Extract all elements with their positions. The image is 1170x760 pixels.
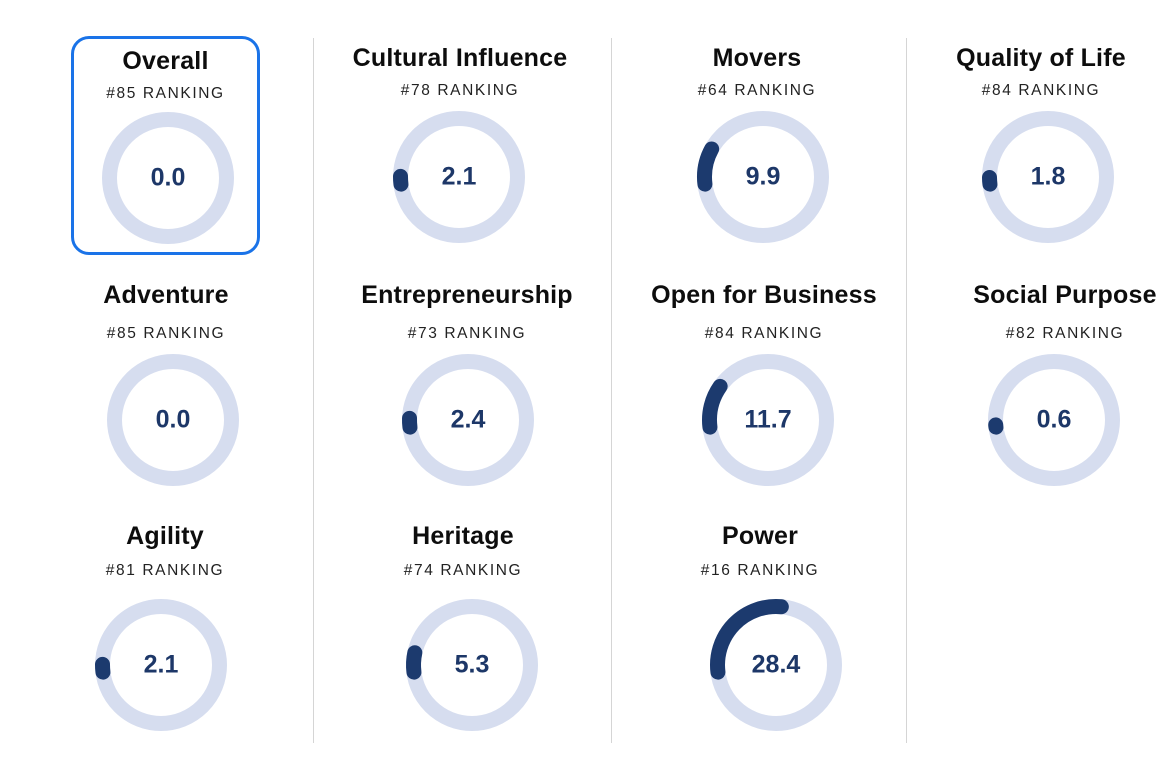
score-ring: 5.3: [405, 598, 539, 732]
score-value: 5.3: [454, 650, 490, 679]
category-title: Cultural Influence: [352, 44, 568, 72]
score-value: 11.7: [744, 405, 792, 434]
category-ranking: #16 RANKING: [700, 562, 820, 579]
category-card-cultural-influence[interactable]: Cultural Influence #78 RANKING 2.1: [353, 36, 567, 252]
score-ring-track: [102, 112, 234, 244]
category-card-heritage[interactable]: Heritage #74 RANKING 5.3: [358, 516, 568, 732]
category-ranking: #78 RANKING: [400, 82, 520, 99]
category-ranking: #84 RANKING: [981, 82, 1101, 99]
category-card-movers[interactable]: Movers #64 RANKING 9.9: [652, 36, 862, 252]
category-ranking: #81 RANKING: [105, 562, 225, 579]
score-ring: 2.4: [401, 353, 535, 487]
score-ring-svg: [95, 599, 227, 731]
score-ring: 0.0: [101, 111, 235, 245]
category-ranking: #73 RANKING: [407, 325, 527, 342]
score-value: 2.1: [143, 650, 179, 679]
score-ring-track: [107, 354, 239, 486]
category-title: Heritage: [412, 522, 514, 550]
category-ranking: #84 RANKING: [704, 325, 824, 342]
category-ranking: #64 RANKING: [697, 82, 817, 99]
score-ring-progress: [406, 645, 423, 680]
category-title: Entrepreneurship: [361, 281, 573, 309]
score-ring-svg: [697, 111, 829, 243]
column-divider: [313, 38, 314, 743]
score-ring-svg: [102, 112, 234, 244]
category-title: Agility: [126, 522, 204, 550]
category-ranking: #85 RANKING: [106, 325, 226, 342]
score-ring: 0.6: [987, 353, 1121, 487]
score-value: 2.1: [441, 162, 477, 191]
score-ring-svg: [988, 354, 1120, 486]
score-value: 1.8: [1030, 162, 1066, 191]
score-ring: 2.1: [94, 598, 228, 732]
score-value: 0.0: [150, 163, 186, 192]
category-title: Power: [721, 522, 799, 550]
category-title: Movers: [712, 44, 802, 72]
category-ranking: #85 RANKING: [106, 85, 225, 102]
category-title: Quality of Life: [956, 44, 1126, 72]
category-card-open-for-business[interactable]: Open for Business #84 RANKING 11.7: [651, 276, 877, 492]
score-ring-svg: [393, 111, 525, 243]
category-title: Adventure: [103, 281, 229, 309]
score-value: 2.4: [450, 405, 486, 434]
category-ranking: #82 RANKING: [1005, 325, 1125, 342]
category-card-social-purpose[interactable]: Social Purpose #82 RANKING 0.6: [960, 276, 1170, 492]
column-divider: [906, 38, 907, 743]
score-ring: 1.8: [981, 110, 1115, 244]
category-ranking: #74 RANKING: [403, 562, 523, 579]
column-divider: [611, 38, 612, 743]
score-value: 9.9: [745, 162, 781, 191]
category-card-overall[interactable]: Overall #85 RANKING 0.0: [71, 36, 260, 255]
category-card-agility[interactable]: Agility #81 RANKING 2.1: [60, 516, 270, 732]
category-card-adventure[interactable]: Adventure #85 RANKING 0.0: [61, 276, 271, 492]
score-ring-svg: [107, 354, 239, 486]
score-ring-svg: [406, 599, 538, 731]
score-ring: 9.9: [696, 110, 830, 244]
score-ring-svg: [982, 111, 1114, 243]
score-ring-svg: [710, 599, 842, 731]
score-value: 0.0: [155, 405, 191, 434]
score-ring: 0.0: [106, 353, 240, 487]
score-ring-svg: [402, 354, 534, 486]
category-card-entrepreneurship[interactable]: Entrepreneurship #73 RANKING 2.4: [361, 276, 573, 492]
category-title: Overall: [122, 47, 209, 75]
category-title: Social Purpose: [973, 281, 1157, 309]
score-ring: 28.4: [709, 598, 843, 732]
category-card-power[interactable]: Power #16 RANKING 28.4: [655, 516, 865, 732]
score-value: 0.6: [1036, 405, 1072, 434]
score-ring: 2.1: [392, 110, 526, 244]
score-value: 28.4: [751, 650, 801, 679]
score-ring-progress: [710, 599, 789, 680]
score-ring-svg: [702, 354, 834, 486]
score-ring: 11.7: [701, 353, 835, 487]
category-title: Open for Business: [651, 281, 877, 309]
category-card-quality-of-life[interactable]: Quality of Life #84 RANKING 1.8: [936, 36, 1146, 252]
score-ring-progress: [702, 378, 728, 435]
score-ring-progress: [697, 141, 720, 192]
